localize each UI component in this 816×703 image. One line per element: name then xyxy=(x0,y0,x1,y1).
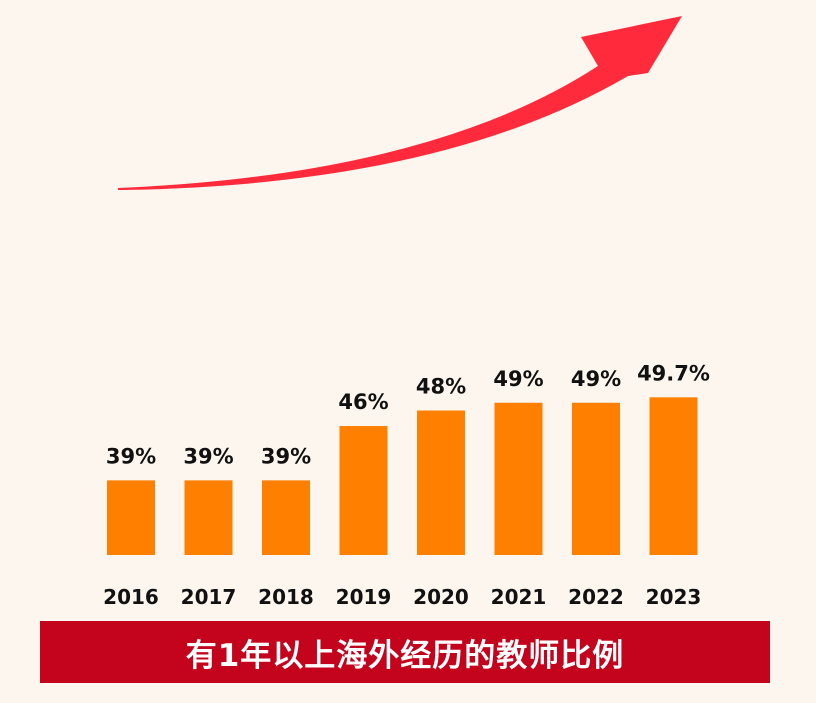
x-tick-2023: 2023 xyxy=(646,585,702,609)
x-tick-2019: 2019 xyxy=(336,585,392,609)
data-label-2021: 49% xyxy=(493,367,543,391)
bar-2017 xyxy=(184,480,233,555)
data-label-2018: 39% xyxy=(261,444,311,468)
bar-2022 xyxy=(572,402,620,555)
bar-2019 xyxy=(339,426,388,555)
data-label-2016: 39% xyxy=(106,444,156,468)
bar-2021 xyxy=(494,402,543,555)
bar-2020 xyxy=(417,410,465,555)
x-tick-2016: 2016 xyxy=(103,585,159,609)
trend-arrow xyxy=(118,16,682,190)
x-axis-ticks-group: 2016 2017 2018 2019 2020 2021 2022 2023 xyxy=(103,585,701,609)
bars-group xyxy=(107,397,698,555)
data-label-2022: 49% xyxy=(571,367,621,391)
bar-2023 xyxy=(649,397,698,555)
bar-2016 xyxy=(107,480,155,555)
x-tick-2021: 2021 xyxy=(491,585,547,609)
chart-caption: 有1年以上海外经历的教师比例 xyxy=(185,637,625,674)
data-label-2020: 48% xyxy=(416,375,466,399)
x-tick-2018: 2018 xyxy=(258,585,314,609)
bar-2018 xyxy=(262,480,310,555)
data-label-2017: 39% xyxy=(183,444,233,468)
x-tick-2022: 2022 xyxy=(568,585,624,609)
x-tick-2020: 2020 xyxy=(413,585,469,609)
caption-band: 有1年以上海外经历的教师比例 xyxy=(40,621,770,683)
data-label-2023: 49.7% xyxy=(637,361,710,385)
data-label-2019: 46% xyxy=(338,390,388,414)
data-labels-group: 39% 39% 39% 46% 48% 49% 49% 49.7% xyxy=(106,361,710,468)
x-tick-2017: 2017 xyxy=(181,585,237,609)
